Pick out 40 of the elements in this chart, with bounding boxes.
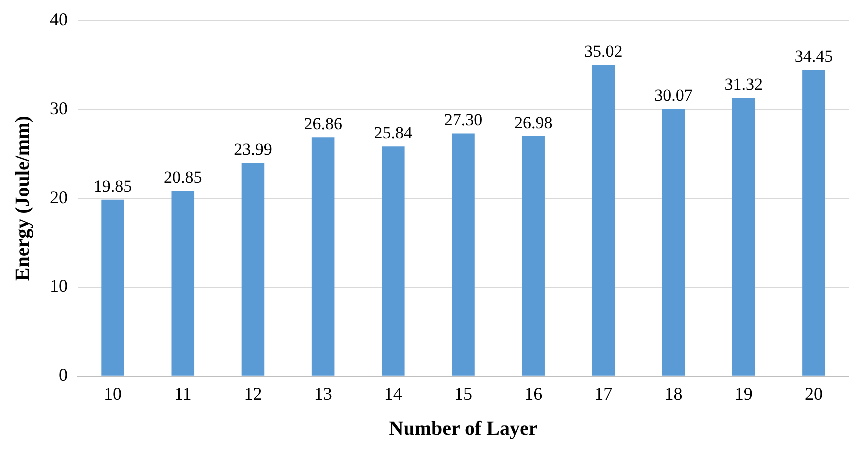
data-label: 23.99 xyxy=(234,140,272,160)
bar xyxy=(382,146,405,376)
y-tick-label: 20 xyxy=(50,187,68,208)
data-label: 25.84 xyxy=(374,124,414,143)
x-tick-label: 18 xyxy=(664,384,683,404)
bar xyxy=(242,163,265,376)
x-tick-label: 10 xyxy=(104,384,122,404)
data-label: 31.32 xyxy=(724,74,763,94)
x-tick-label: 13 xyxy=(314,384,332,404)
x-tick-label: 16 xyxy=(524,384,543,404)
bar xyxy=(102,200,124,376)
data-label: 30.07 xyxy=(654,86,694,106)
y-tick-label: 10 xyxy=(50,276,68,296)
x-tick-label: 12 xyxy=(244,384,262,404)
bar xyxy=(592,65,616,376)
bar xyxy=(172,191,195,376)
bar xyxy=(312,138,335,376)
y-tick-label: 30 xyxy=(50,98,68,118)
data-label: 27.30 xyxy=(444,110,483,130)
x-tick-label: 15 xyxy=(454,384,472,404)
y-tick-label: 40 xyxy=(50,10,68,30)
data-label: 26.86 xyxy=(304,114,342,134)
bar xyxy=(662,109,686,376)
data-label: 34.45 xyxy=(794,47,834,66)
data-label: 20.85 xyxy=(164,168,202,188)
x-tick-label: 20 xyxy=(804,384,823,404)
bar xyxy=(732,98,756,376)
x-tick-label: 17 xyxy=(594,384,613,404)
y-tick-label: 0 xyxy=(59,365,68,386)
bar xyxy=(452,134,475,376)
bar xyxy=(802,70,826,376)
x-tick-label: 11 xyxy=(174,384,192,404)
x-tick-label: 14 xyxy=(384,384,402,404)
bar xyxy=(522,136,545,376)
y-axis-title: Energy (Joule/mm) xyxy=(12,116,34,282)
data-label: 26.98 xyxy=(514,114,553,133)
data-label: 19.85 xyxy=(94,176,132,196)
data-label: 35.02 xyxy=(584,42,623,62)
x-tick-label: 19 xyxy=(734,384,753,404)
x-axis-title: Number of Layer xyxy=(389,418,538,440)
